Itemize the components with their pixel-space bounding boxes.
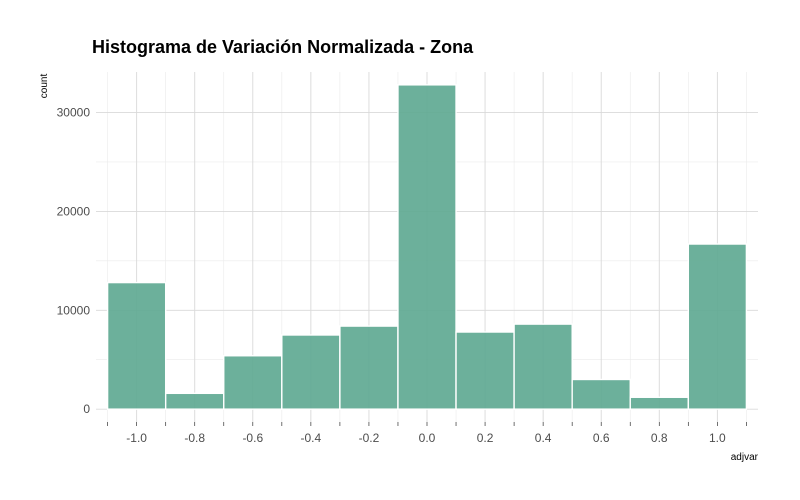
y-axis-title: count: [39, 74, 50, 99]
y-tick-label: 20000: [57, 204, 91, 218]
x-tick-label: 0.8: [651, 431, 668, 445]
histogram-bar: [339, 325, 399, 410]
x-tick-label: 0.6: [593, 431, 610, 445]
histogram-bar: [164, 392, 225, 410]
x-tick-label: -0.8: [184, 431, 205, 445]
y-tick-label: 30000: [57, 106, 91, 120]
x-tick-label: -1.0: [126, 431, 147, 445]
x-tick-label: 1.0: [709, 431, 726, 445]
histogram-bar: [513, 323, 573, 410]
x-axis-title: adjvar: [731, 452, 759, 463]
chart-title: Histograma de Variación Normalizada - Zo…: [92, 37, 474, 57]
histogram-bar: [106, 281, 167, 410]
histogram-bar: [281, 334, 341, 410]
x-axis: -1.0 -0.8 -0.6 -0.4 -0.2 0.0 0.2 0.4 0.6 0.8 1.0: [107, 422, 747, 445]
histogram-bars: [106, 84, 748, 410]
y-tick-label: 10000: [57, 303, 91, 317]
x-tick-label: -0.4: [301, 431, 322, 445]
x-tick-label: -0.2: [359, 431, 380, 445]
histogram-bar: [687, 243, 748, 410]
histogram-bar: [223, 355, 283, 410]
y-tick-label: 0: [83, 402, 90, 416]
x-tick-label: 0.4: [535, 431, 552, 445]
histogram-bar: [397, 84, 457, 410]
x-tick-label: 0.2: [477, 431, 494, 445]
x-tick-label: -0.6: [242, 431, 263, 445]
y-axis: 0 10000 20000 30000: [57, 106, 91, 417]
histogram-bar: [629, 396, 690, 410]
histogram-bar: [571, 378, 631, 410]
histogram-bar: [455, 331, 515, 410]
x-tick-label: 0.0: [419, 431, 436, 445]
